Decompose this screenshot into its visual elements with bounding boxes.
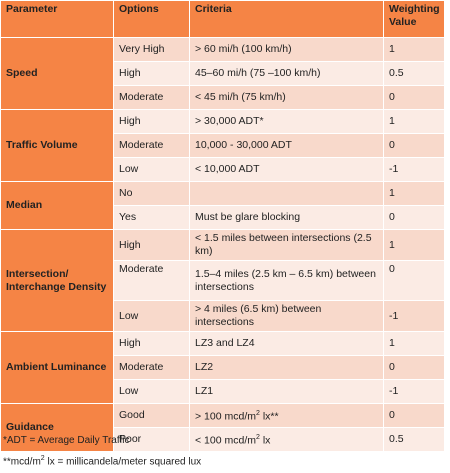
- value-cell: -1: [383, 300, 445, 332]
- weighting-table: Parameter Options Criteria Weighting Val…: [0, 0, 445, 452]
- table-row: Low LZ1 -1: [1, 379, 445, 404]
- option-cell: Good: [113, 403, 190, 428]
- table-row: Traffic Volume High > 30,000 ADT* 1: [0, 109, 445, 182]
- table-row: Moderate < 45 mi/h (75 km/h) 0: [1, 85, 445, 110]
- table-row: Low > 4 miles (6.5 km) between intersect…: [1, 300, 445, 332]
- table-row: Yes Must be glare blocking 0: [1, 205, 445, 230]
- criteria-text: < 100 mcd/m: [195, 434, 256, 447]
- table-row: Intersection/ Interchange Density High <…: [0, 229, 445, 332]
- superscript: 2: [256, 410, 260, 418]
- footnote-adt: *ADT = Average Daily Traffic: [3, 435, 130, 446]
- value-cell: 0: [383, 133, 445, 158]
- header-weighting-value: Weighting Value: [383, 0, 445, 38]
- table-row: Ambient Luminance High LZ3 and LZ4 1: [0, 331, 445, 404]
- value-cell: 1: [383, 229, 445, 261]
- option-cell: Very High: [113, 37, 190, 62]
- superscript: 2: [40, 455, 45, 462]
- table-row: Moderate LZ2 0: [1, 355, 445, 380]
- criteria-cell: [189, 181, 384, 206]
- option-cell: Low: [113, 379, 190, 404]
- option-cell: Yes: [113, 205, 190, 230]
- header-row: Parameter Options Criteria Weighting Val…: [0, 0, 445, 38]
- value-cell: 0.5: [383, 61, 445, 86]
- option-cell: Moderate: [113, 85, 190, 110]
- value-cell: 1: [383, 109, 445, 134]
- criteria-cell: 45–60 mi/h (75 –100 km/h): [189, 61, 384, 86]
- footnote-mcd: **mcd/m2 lx = millicandela/meter squared…: [3, 450, 201, 468]
- footnote-text: **mcd/m: [3, 456, 41, 468]
- parameter-cell: Guidance: [0, 403, 114, 452]
- option-cell: Moderate: [113, 133, 190, 158]
- header-parameter: Parameter: [0, 0, 114, 38]
- criteria-cell: > 60 mi/h (100 km/h): [189, 37, 384, 62]
- table-row: Speed Very High > 60 mi/h (100 km/h) 1: [0, 37, 445, 110]
- table-row: High 45–60 mi/h (75 –100 km/h) 0.5: [1, 61, 445, 86]
- value-cell: 1: [383, 181, 445, 206]
- value-cell: 0: [383, 355, 445, 380]
- option-cell: Poor: [113, 427, 190, 452]
- criteria-cell: < 10,000 ADT: [189, 157, 384, 182]
- criteria-cell: Must be glare blocking: [189, 205, 384, 230]
- criteria-cell: 10,000 - 30,000 ADT: [189, 133, 384, 158]
- criteria-cell: LZ3 and LZ4: [189, 331, 384, 356]
- value-cell: -1: [383, 157, 445, 182]
- criteria-cell: > 4 miles (6.5 km) between intersections: [189, 300, 384, 332]
- criteria-cell: > 100 mcd/m2 lx**: [189, 403, 384, 428]
- option-cell: Low: [113, 157, 190, 182]
- criteria-cell: LZ2: [189, 355, 384, 380]
- criteria-cell: 1.5–4 miles (2.5 km – 6.5 km) between in…: [189, 260, 384, 301]
- criteria-cell: > 30,000 ADT*: [189, 109, 384, 134]
- criteria-cell: LZ1: [189, 379, 384, 404]
- criteria-cell: < 45 mi/h (75 km/h): [189, 85, 384, 110]
- value-cell: 1: [383, 331, 445, 356]
- footnotes: *ADT = Average Daily Traffic **mcd/m2 lx…: [3, 432, 201, 468]
- superscript: 2: [256, 434, 260, 442]
- criteria-cell: < 100 mcd/m2 lx: [189, 427, 384, 452]
- criteria-text: lx**: [259, 410, 279, 423]
- option-cell: Moderate: [113, 355, 190, 380]
- value-cell: 0: [383, 205, 445, 230]
- criteria-text: > 100 mcd/m: [195, 410, 256, 423]
- table-row: Low < 10,000 ADT -1: [1, 157, 445, 182]
- value-cell: 0: [383, 260, 445, 301]
- table-row: Guidance Good > 100 mcd/m2 lx** 0: [0, 403, 445, 452]
- value-cell: 0: [383, 85, 445, 110]
- option-cell: High: [113, 109, 190, 134]
- parameter-cell: Traffic Volume: [0, 109, 114, 182]
- option-cell: High: [113, 229, 190, 261]
- parameter-cell: Ambient Luminance: [0, 331, 114, 404]
- option-cell: High: [113, 61, 190, 86]
- option-cell: Low: [113, 300, 190, 332]
- value-cell: 0: [383, 403, 445, 428]
- criteria-text: lx: [259, 434, 271, 447]
- table-row: Median No 1: [0, 181, 445, 230]
- header-criteria: Criteria: [189, 0, 384, 38]
- option-cell: High: [113, 331, 190, 356]
- parameter-cell: Intersection/ Interchange Density: [0, 229, 114, 332]
- option-cell: Moderate: [113, 260, 190, 301]
- option-cell: No: [113, 181, 190, 206]
- table-row: Poor < 100 mcd/m2 lx 0.5: [1, 427, 445, 452]
- value-cell: -1: [383, 379, 445, 404]
- header-options: Options: [113, 0, 190, 38]
- value-cell: 1: [383, 37, 445, 62]
- value-cell: 0.5: [383, 427, 445, 452]
- parameter-cell: Speed: [0, 37, 114, 110]
- parameter-cell: Median: [0, 181, 114, 230]
- criteria-cell: < 1.5 miles between intersections (2.5 k…: [189, 229, 384, 261]
- table-row: Moderate 1.5–4 miles (2.5 km – 6.5 km) b…: [1, 260, 445, 301]
- footnote-text: lx = millicandela/meter squared lux: [44, 456, 202, 468]
